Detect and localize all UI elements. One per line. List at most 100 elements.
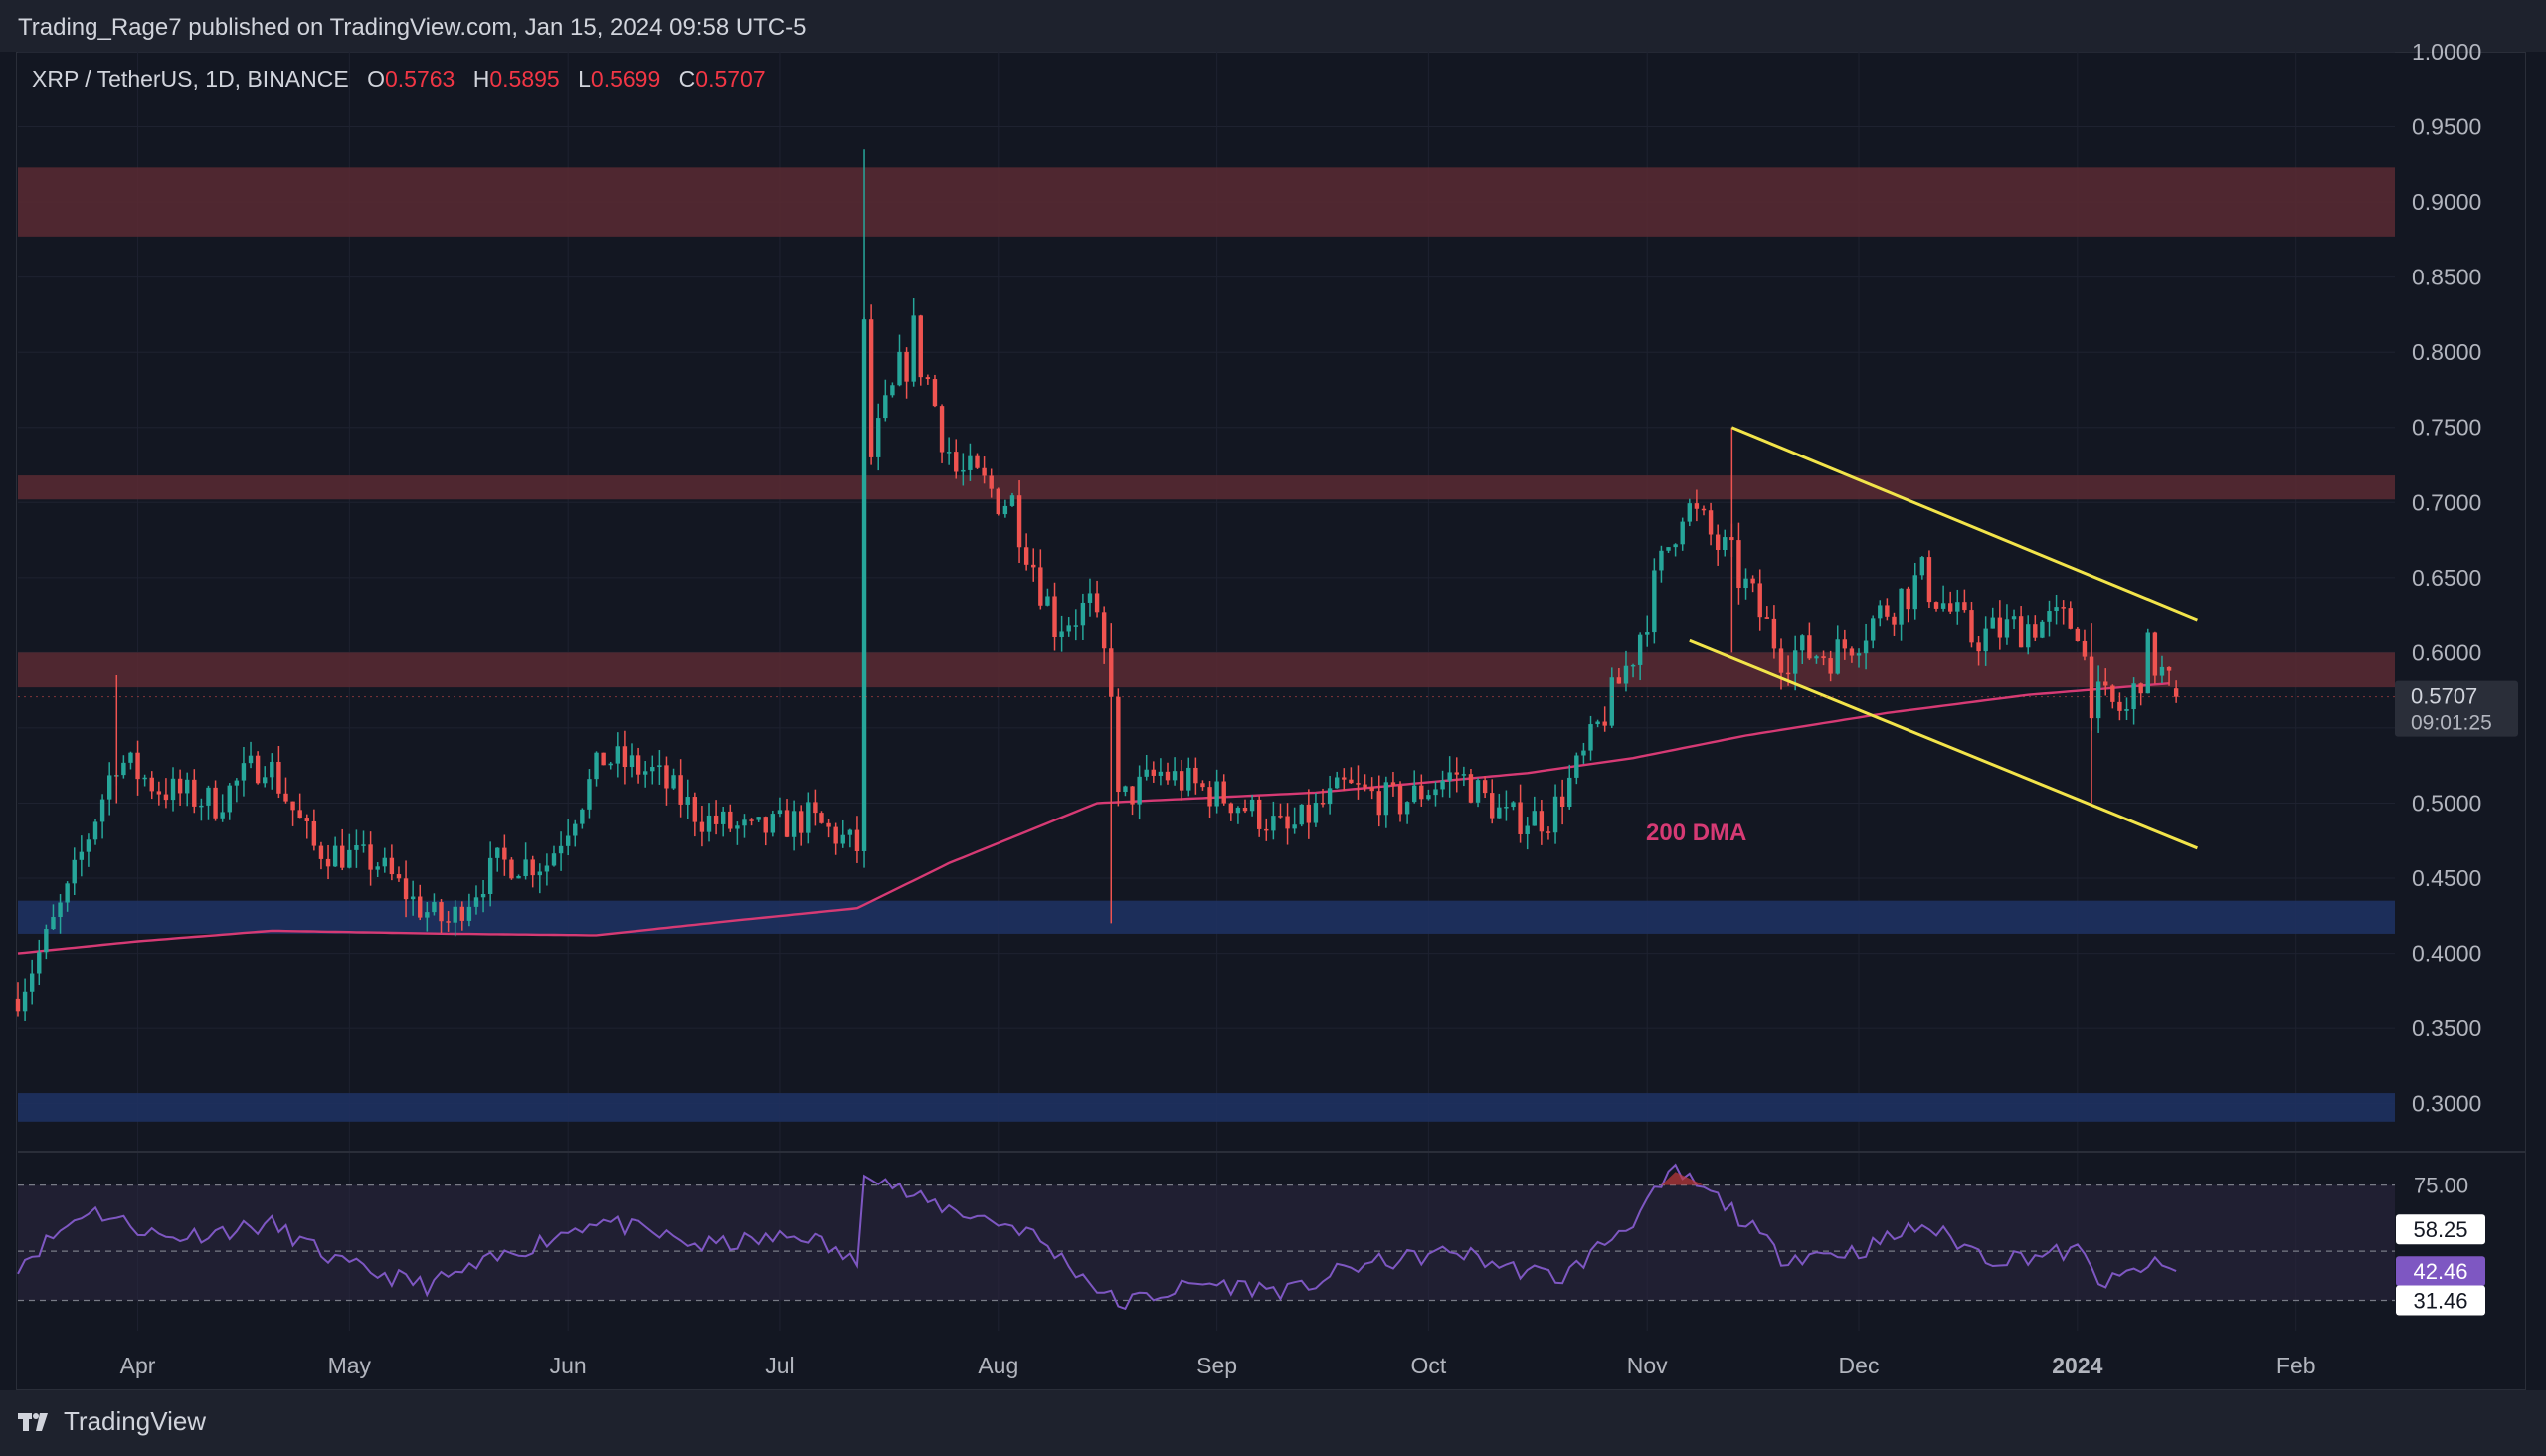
- candle[interactable]: [1842, 629, 1848, 660]
- candle[interactable]: [1292, 807, 1297, 834]
- candle[interactable]: [1490, 779, 1495, 824]
- candle[interactable]: [1447, 756, 1452, 798]
- candle[interactable]: [1701, 505, 1707, 516]
- candle[interactable]: [742, 814, 747, 838]
- candle[interactable]: [135, 740, 140, 796]
- candle[interactable]: [1101, 606, 1107, 664]
- candle[interactable]: [876, 403, 881, 471]
- candle[interactable]: [2159, 655, 2165, 684]
- candle[interactable]: [128, 751, 133, 770]
- candle[interactable]: [728, 804, 733, 832]
- candle[interactable]: [1919, 556, 1925, 580]
- candle[interactable]: [657, 750, 662, 785]
- candle[interactable]: [749, 818, 754, 826]
- candle[interactable]: [2011, 609, 2017, 630]
- candle[interactable]: [270, 753, 274, 790]
- candle[interactable]: [1207, 781, 1212, 819]
- candle[interactable]: [840, 819, 845, 848]
- candle[interactable]: [389, 844, 395, 881]
- candle[interactable]: [311, 809, 317, 851]
- candle[interactable]: [1652, 558, 1657, 644]
- candle[interactable]: [1800, 634, 1805, 664]
- candle[interactable]: [234, 778, 240, 803]
- candle[interactable]: [1708, 502, 1714, 546]
- candle[interactable]: [819, 811, 824, 824]
- candle[interactable]: [1313, 793, 1319, 827]
- candle[interactable]: [580, 808, 585, 829]
- candle[interactable]: [375, 862, 380, 878]
- candle[interactable]: [37, 939, 42, 986]
- candle[interactable]: [954, 439, 959, 479]
- candle[interactable]: [1609, 667, 1614, 728]
- candle[interactable]: [347, 833, 352, 869]
- candle[interactable]: [1369, 777, 1374, 800]
- candle[interactable]: [1116, 688, 1121, 807]
- candle[interactable]: [1299, 804, 1304, 827]
- candle[interactable]: [1990, 607, 1995, 629]
- candle[interactable]: [925, 374, 931, 385]
- candle[interactable]: [1976, 635, 1981, 666]
- candle[interactable]: [29, 959, 35, 1005]
- channel-upper-line[interactable]: [1730, 426, 2198, 622]
- candle[interactable]: [1200, 780, 1205, 791]
- candle[interactable]: [1743, 568, 1748, 600]
- candle[interactable]: [799, 805, 804, 846]
- resistance-zone[interactable]: [18, 652, 2395, 688]
- candle[interactable]: [432, 893, 437, 916]
- candle[interactable]: [382, 847, 387, 873]
- candle[interactable]: [1397, 781, 1403, 822]
- candle[interactable]: [1771, 605, 1777, 659]
- candle[interactable]: [1335, 771, 1340, 789]
- candle[interactable]: [806, 792, 811, 844]
- candle[interactable]: [706, 803, 712, 842]
- candle[interactable]: [1933, 601, 1939, 612]
- candle[interactable]: [480, 879, 486, 913]
- candle[interactable]: [2095, 665, 2101, 733]
- candle[interactable]: [544, 853, 550, 886]
- candle[interactable]: [1906, 586, 1910, 623]
- candle[interactable]: [1497, 793, 1502, 819]
- candle[interactable]: [551, 845, 557, 867]
- candle[interactable]: [2138, 682, 2143, 706]
- candle[interactable]: [713, 800, 719, 835]
- candle[interactable]: [1856, 648, 1862, 668]
- candle[interactable]: [1221, 774, 1226, 806]
- candle[interactable]: [1581, 742, 1586, 764]
- candle[interactable]: [459, 901, 464, 931]
- candle[interactable]: [1687, 498, 1692, 527]
- candle[interactable]: [106, 762, 112, 816]
- candle[interactable]: [847, 828, 853, 848]
- candle[interactable]: [1899, 588, 1904, 641]
- candle[interactable]: [699, 806, 705, 847]
- candle[interactable]: [1870, 615, 1876, 649]
- candle[interactable]: [989, 468, 994, 498]
- candle[interactable]: [2047, 600, 2052, 637]
- candle[interactable]: [1969, 601, 1974, 648]
- candle[interactable]: [1511, 801, 1516, 811]
- candle[interactable]: [685, 779, 690, 819]
- candle[interactable]: [784, 799, 790, 838]
- candle[interactable]: [1595, 719, 1600, 728]
- candle[interactable]: [354, 829, 359, 868]
- candle[interactable]: [1023, 533, 1029, 571]
- candle[interactable]: [1045, 588, 1050, 607]
- candle[interactable]: [868, 304, 874, 465]
- candle[interactable]: [1630, 663, 1636, 678]
- candle[interactable]: [1673, 543, 1678, 557]
- candle[interactable]: [220, 794, 225, 822]
- candle[interactable]: [255, 751, 261, 785]
- candle[interactable]: [671, 768, 676, 790]
- candle[interactable]: [636, 747, 641, 784]
- candle[interactable]: [297, 793, 302, 819]
- candle[interactable]: [425, 901, 430, 932]
- candle[interactable]: [975, 453, 980, 469]
- candle[interactable]: [1715, 524, 1721, 566]
- candle[interactable]: [92, 819, 98, 845]
- candle[interactable]: [199, 798, 204, 821]
- candle[interactable]: [340, 828, 345, 871]
- candle[interactable]: [304, 814, 309, 839]
- candle[interactable]: [1094, 580, 1100, 618]
- candle[interactable]: [1186, 757, 1191, 797]
- candle[interactable]: [453, 900, 457, 937]
- candle[interactable]: [1468, 768, 1474, 804]
